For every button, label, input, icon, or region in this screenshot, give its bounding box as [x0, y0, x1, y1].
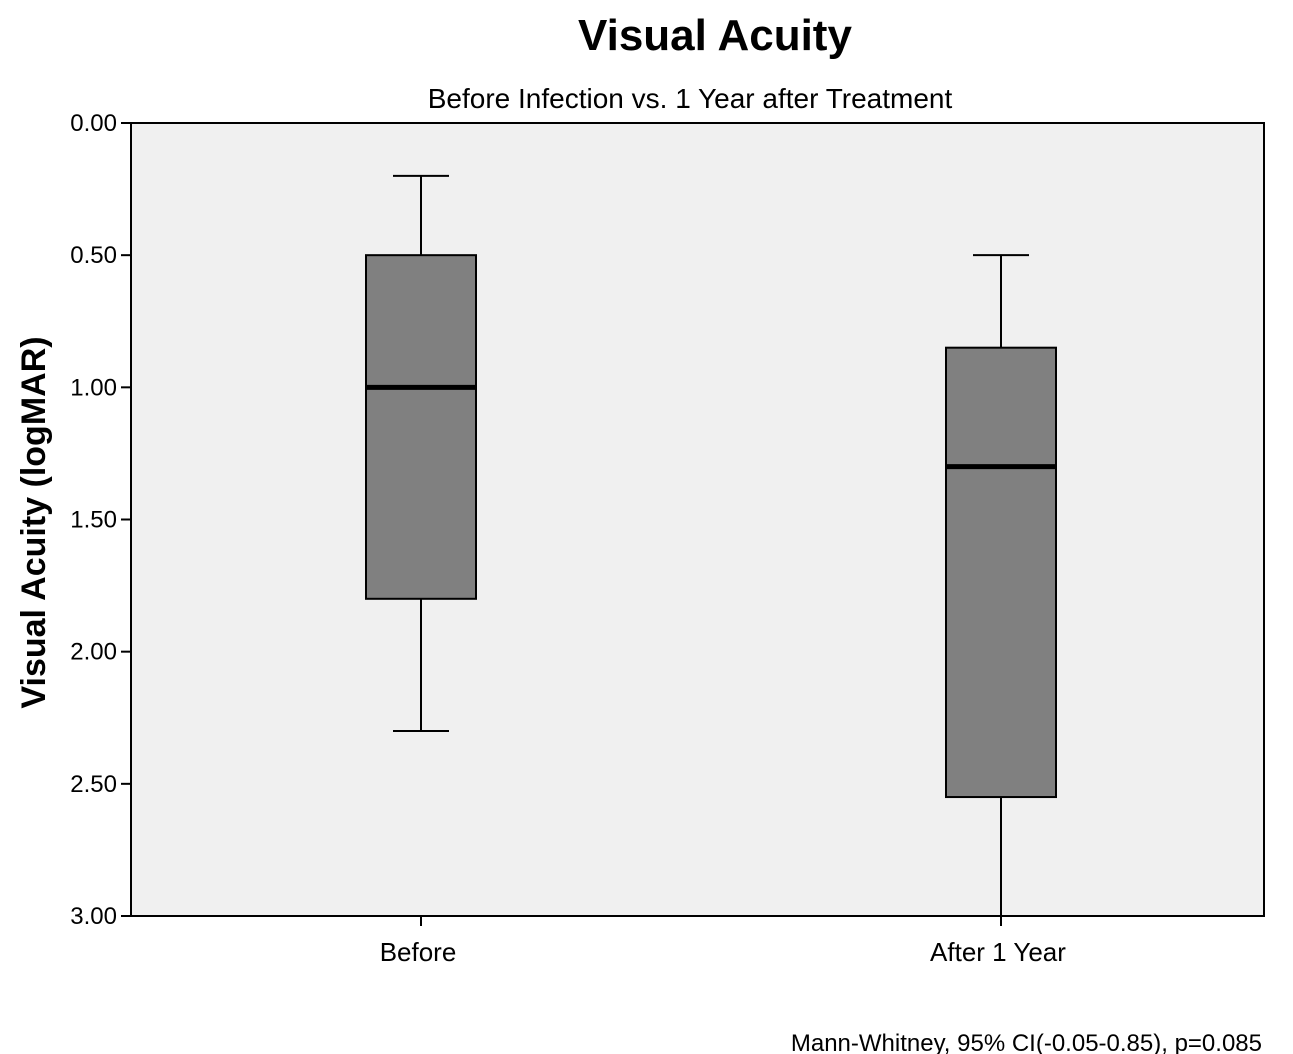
y-axis: 0.00 0.50 1.00 1.50 2.00 2.50 3.00	[70, 110, 131, 930]
box-before	[365, 174, 477, 732]
y-tick-label: 0.50	[70, 242, 117, 269]
y-tick-label: 1.50	[70, 507, 117, 534]
box-series	[365, 174, 1057, 917]
iqr-box	[945, 346, 1057, 799]
chart-title: Visual Acuity	[578, 11, 852, 60]
x-tick-label: Before	[380, 937, 457, 967]
box-after-1-year	[945, 254, 1057, 917]
y-tick-label: 2.00	[70, 639, 117, 666]
iqr-box	[365, 254, 477, 600]
x-axis: Before After 1 Year	[380, 916, 1066, 967]
y-tick-label: 0.00	[70, 110, 117, 137]
y-axis-label: Visual Acuity (logMAR)	[15, 336, 53, 708]
plot-area	[130, 122, 1265, 917]
y-tick-label: 2.50	[70, 771, 117, 798]
y-tick-label: 1.00	[70, 374, 117, 401]
chart-subtitle: Before Infection vs. 1 Year after Treatm…	[428, 83, 953, 114]
y-tick-label: 3.00	[70, 903, 117, 930]
x-tick-label: After 1 Year	[930, 937, 1066, 967]
stats-annotation: Mann-Whitney, 95% CI(-0.05-0.85), p=0.08…	[791, 1030, 1262, 1054]
